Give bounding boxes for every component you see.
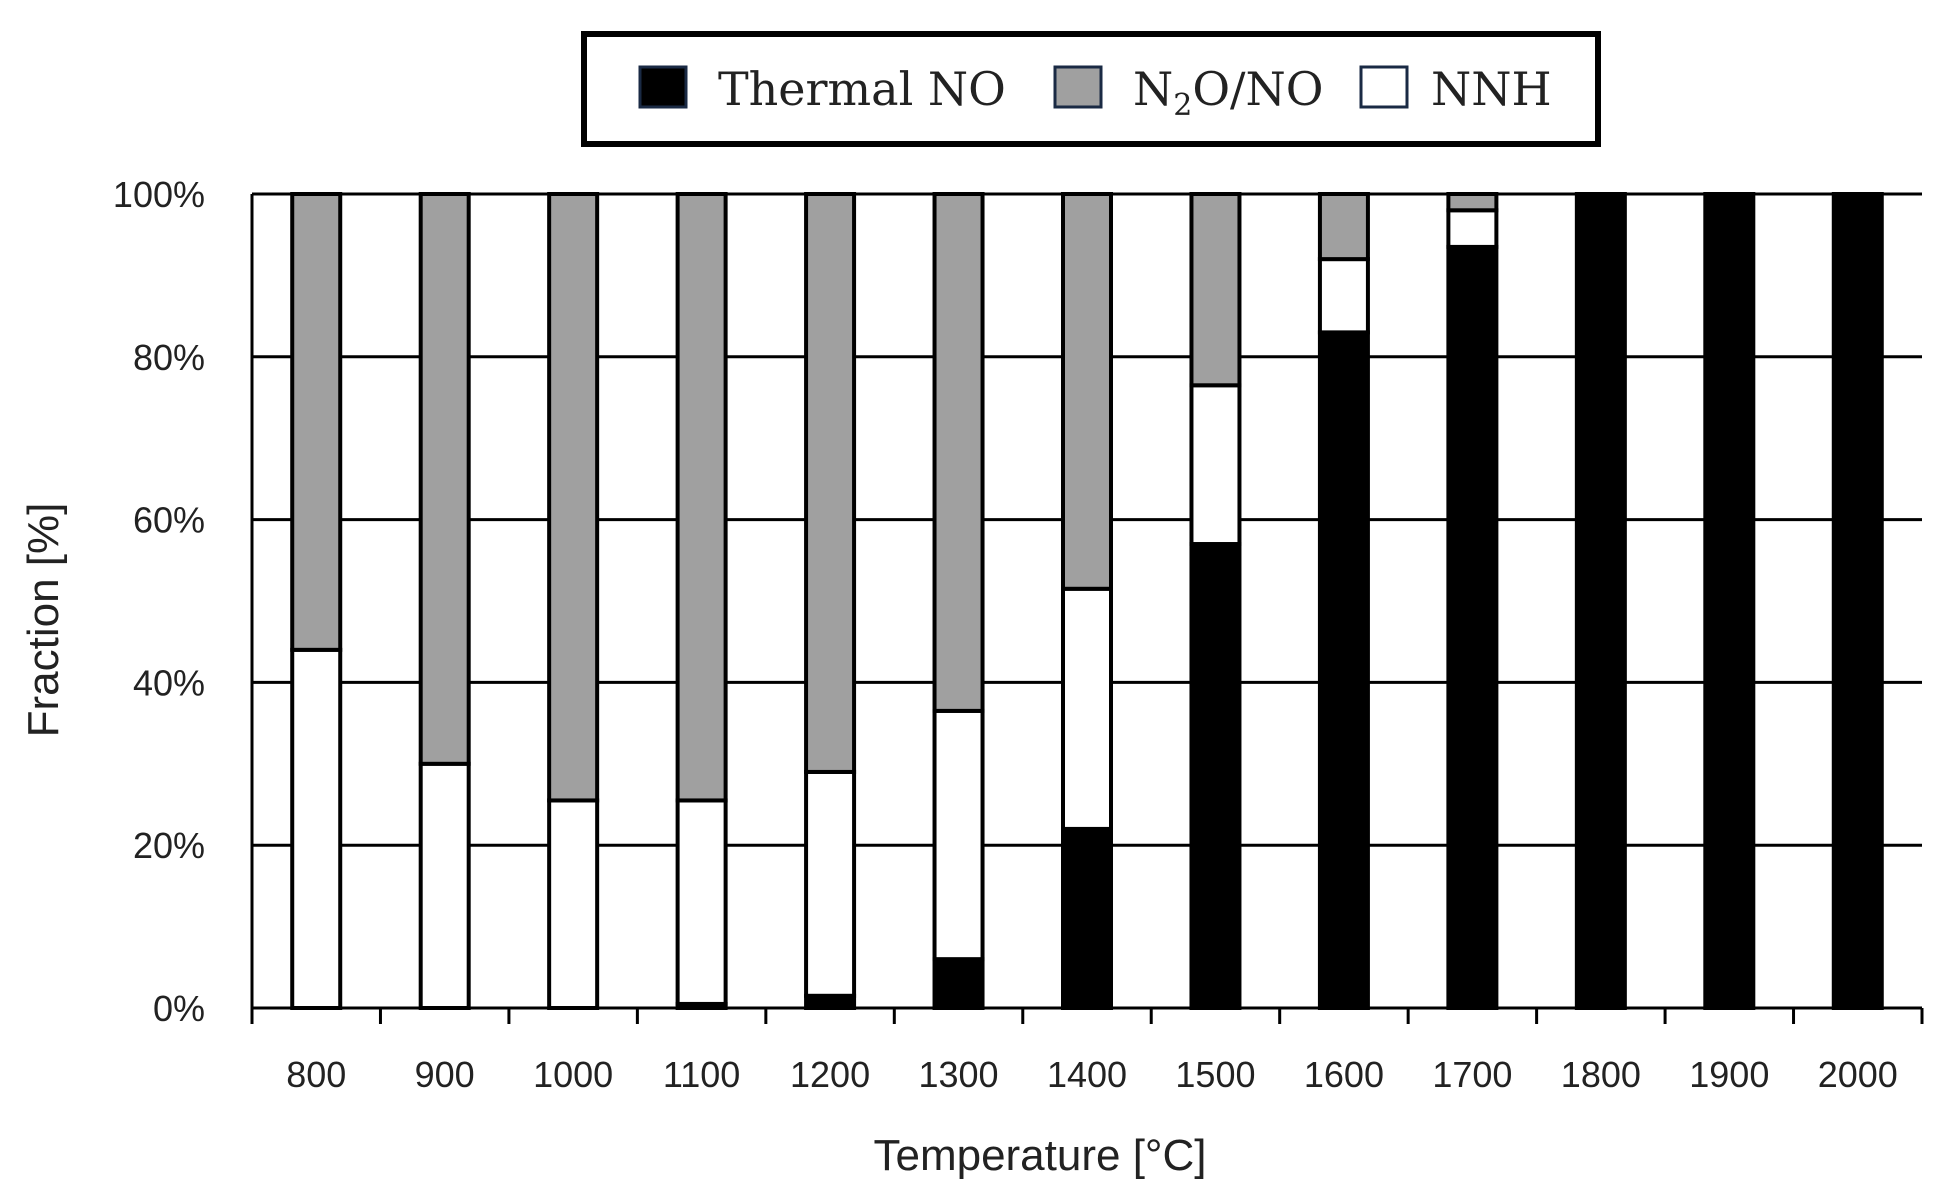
bar-1600-nnh bbox=[1317, 257, 1370, 335]
y-tick-label-40: 40% bbox=[133, 662, 205, 703]
bar-1100-n2o-no bbox=[675, 192, 728, 803]
bar-1500-nnh bbox=[1189, 383, 1242, 547]
bar-2000-thermal-no bbox=[1831, 192, 1884, 1010]
legend-label-n2o-no-main: N bbox=[1133, 62, 1173, 116]
x-tick-label-1000: 1000 bbox=[533, 1054, 613, 1095]
bar-1600-n2o-no bbox=[1317, 192, 1370, 262]
x-tick-label-900: 900 bbox=[415, 1054, 475, 1095]
bar-1400-thermal-no bbox=[1061, 826, 1113, 1010]
bar-1700-thermal-no bbox=[1446, 244, 1499, 1011]
y-tick-label-60: 60% bbox=[133, 500, 205, 541]
bar-1700-nnh bbox=[1446, 208, 1499, 249]
legend-label-n2o-no-rest: O/NO bbox=[1192, 62, 1323, 116]
x-tick-label-800: 800 bbox=[286, 1054, 346, 1095]
x-axis-title: Temperature [°C] bbox=[873, 1131, 1206, 1180]
legend-swatch-nnh bbox=[1359, 65, 1409, 109]
bar-1500-thermal-no bbox=[1189, 542, 1242, 1011]
legend-swatch-n2o-no bbox=[1053, 65, 1103, 109]
y-tick-label-0: 0% bbox=[153, 988, 205, 1029]
bar-1900-thermal-no bbox=[1703, 192, 1756, 1010]
bar-1200-nnh bbox=[804, 769, 857, 998]
bar-1700-n2o-no bbox=[1446, 192, 1499, 213]
y-tick-label-20: 20% bbox=[133, 825, 205, 866]
bar-1000-nnh bbox=[547, 798, 600, 1010]
x-tick-label-1600: 1600 bbox=[1304, 1054, 1384, 1095]
bar-1800-thermal-no bbox=[1574, 192, 1627, 1010]
bar-800-n2o-no bbox=[290, 192, 343, 652]
x-tick-labels: 800 900 1000 1100 1200 1300 1400 1500 1600 1700 18… bbox=[286, 1054, 1898, 1095]
bar-1300-nnh bbox=[932, 708, 985, 962]
bar-800-nnh bbox=[290, 647, 343, 1011]
legend: Thermal NO N2O/NO NNH bbox=[581, 31, 1601, 147]
legend-label-thermal-no: Thermal NO bbox=[718, 62, 1006, 116]
x-tick-label-1100: 1100 bbox=[663, 1054, 740, 1095]
legend-swatch-thermal-no bbox=[638, 65, 688, 109]
bar-900-n2o-no bbox=[418, 192, 471, 766]
bar-1300-thermal-no bbox=[932, 957, 985, 1010]
x-tick-marks bbox=[250, 1008, 1924, 1024]
bar-1000-n2o-no bbox=[547, 192, 600, 803]
y-tick-labels: 0% 20% 40% 60% 80% 100% bbox=[113, 174, 205, 1029]
y-tick-label-80: 80% bbox=[133, 337, 205, 378]
bar-1300-n2o-no bbox=[932, 192, 985, 713]
y-tick-label-100: 100% bbox=[113, 174, 205, 215]
y-axis-title: Fraction [%] bbox=[19, 503, 68, 738]
bar-1200-n2o-no bbox=[804, 192, 857, 774]
bars bbox=[290, 192, 1884, 1011]
x-tick-label-1900: 1900 bbox=[1689, 1054, 1769, 1095]
bar-1400-n2o-no bbox=[1061, 192, 1113, 591]
legend-label-n2o-no-sub: 2 bbox=[1173, 88, 1192, 123]
bar-1400-nnh bbox=[1061, 586, 1113, 831]
bar-900-nnh bbox=[418, 761, 471, 1010]
bar-1100-nnh bbox=[675, 798, 728, 1006]
bar-1600-thermal-no bbox=[1317, 330, 1370, 1010]
x-tick-label-2000: 2000 bbox=[1818, 1054, 1898, 1095]
x-tick-label-1800: 1800 bbox=[1561, 1054, 1641, 1095]
x-tick-label-1700: 1700 bbox=[1432, 1054, 1512, 1095]
x-tick-label-1400: 1400 bbox=[1047, 1054, 1127, 1095]
legend-label-nnh: NNH bbox=[1431, 62, 1552, 116]
x-tick-label-1300: 1300 bbox=[918, 1054, 998, 1095]
x-tick-label-1500: 1500 bbox=[1175, 1054, 1255, 1095]
x-tick-label-1200: 1200 bbox=[790, 1054, 870, 1095]
bar-1500-n2o-no bbox=[1189, 192, 1242, 388]
legend-label-n2o-no: N2O/NO bbox=[1133, 62, 1324, 123]
